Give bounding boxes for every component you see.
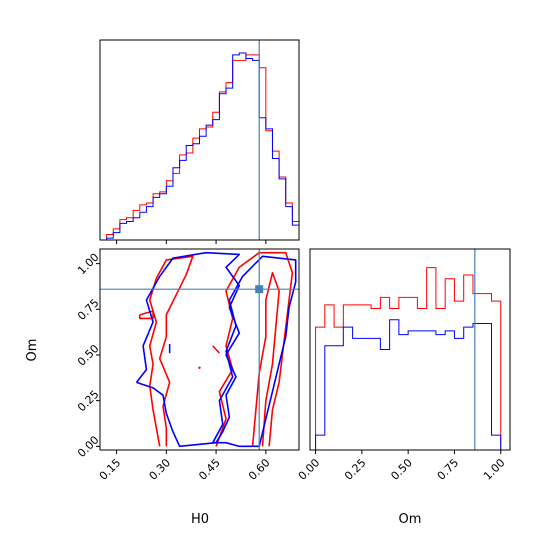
contour-xtick-label: 0.30: [147, 456, 174, 483]
x-axis-label-om: Om: [399, 512, 422, 527]
truth-marker: [255, 285, 264, 294]
contour-xtick-label: 0.45: [196, 456, 223, 483]
contour-line-4: [251, 271, 280, 447]
hist_Om-xtick-label: 0.50: [388, 456, 415, 483]
hist_Om-xtick-label: 0.25: [342, 456, 369, 483]
hist_Om-xtick-label: 1.00: [481, 456, 508, 483]
contour-line-6: [212, 255, 297, 448]
x-axis-label-h0: H0: [191, 512, 209, 527]
hist_H0-histogram-series-2: [100, 52, 300, 241]
hist_Om-xtick-label: 0.00: [296, 456, 323, 483]
hist_H0-histogram-series-1: [100, 54, 300, 241]
contour-lines: [135, 251, 297, 448]
contour-xtick-label: 0.15: [97, 456, 124, 483]
hist_H0-frame: [99, 39, 300, 241]
contour-frame: [99, 248, 300, 451]
contour-line-1: [148, 255, 194, 447]
histogram-panel-om: 0.00 0.25 0.50 0.75 1.00: [296, 248, 511, 483]
contour-fragment-2: [212, 345, 220, 354]
contour-fragment-3: [198, 366, 201, 369]
hist_Om-frame: [309, 248, 511, 451]
contour-xtick-label: 0.60: [246, 456, 273, 483]
contour-line-5: [135, 251, 241, 448]
contour-panel-h0-om: 0.15 0.30 0.45 0.600.000.250.500.751.00: [75, 248, 300, 483]
hist_Om-xtick-label: 0.75: [435, 456, 462, 483]
histogram-panel-h0: [99, 39, 300, 244]
hist_Om-histogram-series-2: [315, 319, 502, 450]
hist_Om-histogram-series-1: [315, 267, 502, 450]
contour-line-2: [139, 310, 154, 320]
y-axis-label-om: Om: [25, 339, 40, 362]
